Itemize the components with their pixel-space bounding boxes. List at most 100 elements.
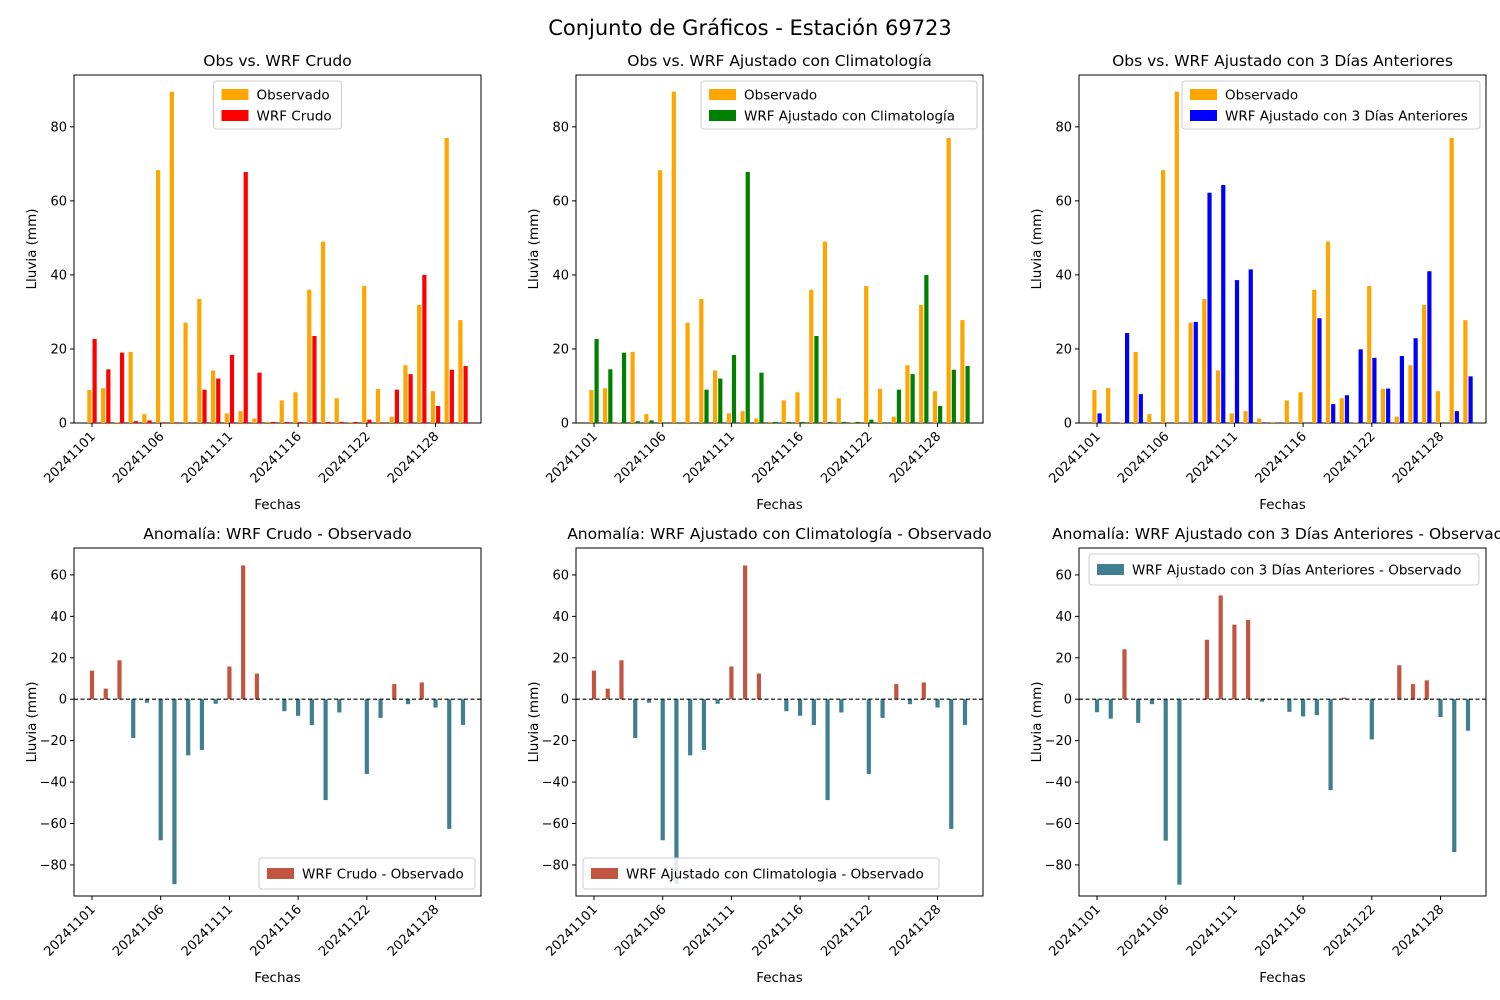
anomaly-bar: [1342, 697, 1347, 700]
anomaly-bar: [1136, 699, 1141, 723]
bar-wrf: [133, 421, 138, 423]
anomaly-bar: [213, 699, 218, 704]
chart-panel-6: Anomalía: WRF Ajustado con 3 Días Anteri…: [1029, 525, 1500, 986]
anomaly-bar: [1094, 699, 1100, 713]
bar-observado: [101, 388, 106, 423]
y-tick-label: 40: [1055, 610, 1072, 625]
y-tick-label: 20: [50, 651, 67, 666]
y-tick-label: 60: [50, 194, 67, 209]
y-tick-label: 80: [1055, 120, 1072, 135]
legend-label: WRF Ajustado con Climatologia - Observad…: [626, 867, 924, 883]
bar-wrf: [1234, 280, 1240, 423]
x-tick-label: 20241111: [1184, 429, 1241, 486]
bar-wrf: [1413, 338, 1418, 423]
anomaly-bar: [1438, 699, 1443, 718]
bar-wrf: [147, 420, 152, 423]
x-tick-label: 20241116: [750, 902, 807, 959]
bar-wrf: [841, 421, 847, 423]
bar-observado: [1325, 241, 1331, 423]
chart-title: Anomalía: WRF Ajustado con Climatología …: [567, 525, 992, 543]
bar-wrf: [1221, 184, 1226, 423]
anomaly-bar: [688, 699, 693, 756]
x-tick-label: 20241116: [750, 429, 807, 486]
bar-observado: [658, 170, 663, 423]
y-tick-label: 20: [1055, 651, 1072, 666]
x-tick-label: 20241122: [1321, 429, 1378, 486]
bar-wrf: [1386, 388, 1391, 423]
anomaly-bar: [433, 699, 438, 708]
anomaly-bar: [1232, 624, 1237, 700]
x-tick-label: 20241101: [41, 429, 98, 486]
bar-observado: [430, 391, 436, 423]
legend-swatch: [709, 110, 736, 121]
y-tick-label: 40: [50, 610, 67, 625]
bar-observado: [1284, 400, 1289, 423]
bar-observado: [767, 421, 773, 423]
x-tick-label: 20241116: [1253, 902, 1310, 959]
chart-panel-3: Obs vs. WRF Ajustado con 3 Días Anterior…: [1029, 52, 1487, 513]
chart-title: Obs vs. WRF Crudo: [203, 52, 351, 70]
legend-label: WRF Crudo - Observado: [302, 867, 464, 883]
y-tick-label: −80: [1045, 858, 1072, 873]
x-axis-label: Fechas: [1259, 497, 1306, 513]
bar-observado: [1106, 388, 1111, 423]
bar-wrf: [1207, 192, 1212, 423]
anomaly-bar: [144, 699, 150, 703]
bar-wrf: [800, 421, 805, 423]
y-tick-label: 20: [552, 651, 569, 666]
legend-label: Observado: [744, 88, 817, 104]
bar-observado: [1312, 289, 1317, 423]
bar-wrf: [1097, 413, 1102, 423]
anomaly-bar: [949, 699, 954, 829]
chart-panel-2: Obs vs. WRF Ajustado con Climatología020…: [526, 52, 984, 513]
bar-wrf: [161, 422, 166, 423]
y-tick-label: 40: [552, 610, 569, 625]
anomaly-bar: [825, 699, 830, 801]
bar-observado: [671, 91, 676, 423]
anomaly-bar: [1314, 699, 1319, 716]
bar-wrf: [635, 421, 640, 423]
bar-wrf: [1193, 321, 1198, 423]
anomaly-bar: [1328, 699, 1333, 791]
bar-wrf: [216, 378, 221, 423]
anomaly-bar: [103, 688, 108, 700]
bar-wrf: [1454, 411, 1459, 423]
x-tick-label: 20241122: [1321, 902, 1378, 959]
x-tick-label: 20241128: [887, 902, 944, 959]
bar-observado: [114, 422, 119, 423]
bar-observado: [1243, 411, 1248, 423]
anomaly-bar: [337, 699, 342, 713]
anomaly-bar: [701, 699, 707, 750]
bar-wrf: [718, 378, 723, 423]
bar-observado: [458, 320, 463, 423]
x-tick-label: 20241128: [385, 429, 442, 486]
bar-observado: [1161, 170, 1166, 423]
anomaly-bar: [460, 699, 466, 725]
y-tick-label: 60: [552, 568, 569, 583]
y-tick-label: 60: [1055, 568, 1072, 583]
bar-observado: [754, 418, 759, 423]
bar-observado: [946, 137, 951, 424]
x-axis-label: Fechas: [254, 497, 301, 513]
y-tick-label: −20: [1045, 734, 1072, 749]
x-axis-label: Fechas: [756, 497, 803, 513]
y-tick-label: 0: [561, 693, 569, 708]
legend-swatch: [1097, 564, 1124, 575]
bar-wrf: [1427, 271, 1432, 423]
bar-observado: [156, 170, 161, 423]
bar-observado: [183, 322, 188, 423]
anomaly-bar: [158, 699, 163, 841]
anomaly-bar: [605, 688, 610, 700]
anomaly-bar: [323, 699, 328, 801]
x-axis-label: Fechas: [254, 970, 301, 986]
anomaly-bar: [660, 699, 665, 841]
anomaly-bar: [1301, 699, 1306, 717]
axes-frame: [73, 74, 482, 424]
y-axis-label: Lluvia (mm): [526, 682, 542, 763]
y-tick-label: 40: [552, 268, 569, 283]
bar-observado: [1353, 422, 1358, 423]
bar-observado: [960, 320, 965, 423]
bar-observado: [417, 304, 422, 423]
y-tick-label: 20: [552, 342, 569, 357]
x-tick-label: 20241122: [316, 429, 373, 486]
